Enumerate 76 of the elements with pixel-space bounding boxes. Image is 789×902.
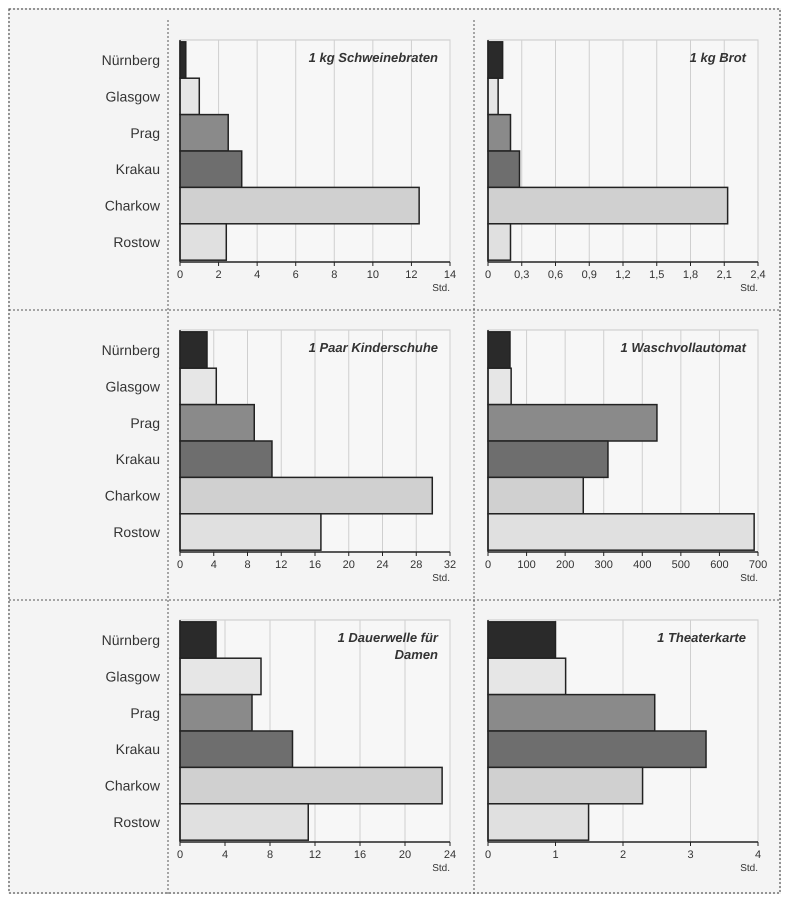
x-tick-label: 8 [266, 849, 274, 861]
x-tick-label: 400 [633, 559, 652, 571]
y-tick-label: Krakau [116, 451, 160, 468]
x-tick-label: 12 [405, 269, 418, 281]
x-tick-label: 8 [331, 269, 338, 281]
x-tick-label: 0 [484, 269, 492, 281]
x-tick-label: 20 [398, 849, 412, 861]
y-tick-label: Prag [130, 414, 160, 431]
x-tick-label: 0 [484, 849, 492, 861]
x-tick-label: 4 [254, 269, 260, 281]
x-axis-title: Std. [740, 573, 758, 584]
text: 1 Waschvollautomat [620, 340, 747, 355]
x-axis-title: Std. [740, 863, 758, 874]
x-tick-label: 24 [376, 559, 389, 571]
x-tick-label: 0,3 [514, 269, 530, 281]
x-tick-label: 0,6 [548, 269, 564, 281]
x-tick-label: 600 [710, 559, 729, 571]
y-tick-label: Charkow [104, 198, 161, 214]
x-tick-label: 16 [308, 559, 322, 571]
text: 1 Theaterkarte [657, 630, 746, 645]
x-tick-label: 12 [308, 849, 322, 861]
x-tick-label: 500 [672, 559, 690, 571]
y-tick-label: Krakau [116, 161, 160, 178]
y-tick-label: Glasgow [106, 88, 161, 104]
x-tick-label: 0,9 [582, 269, 597, 281]
x-tick-label: 1,2 [615, 269, 631, 281]
text: 1 kg Schweinebraten [308, 50, 438, 65]
x-tick-label: 4 [210, 559, 217, 571]
y-tick-label: Prag [130, 704, 160, 721]
y-tick-label: Glasgow [106, 668, 161, 684]
x-tick-label: 700 [748, 559, 768, 571]
x-tick-label: 1 [552, 849, 559, 861]
x-tick-label: 20 [342, 559, 355, 571]
x-tick-label: 1,5 [649, 269, 664, 281]
y-tick-label: Rostow [113, 234, 161, 250]
x-tick-label: 0 [484, 559, 492, 571]
x-tick-label: 10 [366, 269, 379, 281]
x-tick-label: 28 [410, 559, 422, 571]
x-tick-label: 24 [444, 849, 456, 861]
y-tick-label: Nürnberg [102, 342, 160, 358]
y-tick-label: Charkow [104, 488, 161, 504]
y-tick-label: Rostow [113, 524, 161, 540]
x-tick-label: 300 [594, 559, 613, 571]
y-tick-label: Rostow [113, 814, 161, 830]
y-tick-label: Nürnberg [102, 52, 160, 68]
x-tick-label: 2,4 [750, 269, 766, 281]
x-tick-label: 200 [556, 559, 574, 571]
x-tick-label: 2 [620, 849, 626, 861]
x-tick-label: 1,8 [682, 269, 698, 281]
x-axis-title: Std. [740, 283, 758, 294]
x-tick-label: 6 [292, 269, 299, 281]
y-tick-label: Krakau [116, 741, 160, 758]
x-tick-label: 32 [444, 559, 456, 571]
x-tick-label: 0 [176, 559, 184, 571]
text: 1 Dauerwelle für Damen [338, 630, 439, 662]
x-axis-title: Std. [432, 863, 450, 874]
x-tick-label: 100 [517, 559, 536, 571]
x-tick-label: 2,1 [716, 269, 732, 281]
text: 1 Paar Kinderschuhe [308, 340, 438, 355]
x-tick-label: 0 [176, 269, 184, 281]
x-tick-label: 12 [275, 559, 288, 571]
x-tick-label: 0 [176, 849, 184, 861]
x-tick-label: 8 [244, 559, 251, 571]
y-tick-label: Nürnberg [102, 632, 160, 648]
x-tick-label: 3 [687, 849, 694, 861]
x-tick-label: 14 [444, 269, 456, 281]
y-tick-label: Prag [130, 124, 160, 141]
y-tick-label: Charkow [104, 778, 161, 794]
x-axis-title: Std. [432, 283, 450, 294]
text: 1 kg Brot [690, 50, 747, 65]
x-tick-label: 2 [216, 269, 222, 281]
x-tick-label: 16 [354, 849, 366, 861]
y-tick-label: Glasgow [106, 378, 161, 394]
x-axis-title: Std. [432, 573, 450, 584]
x-tick-label: 4 [222, 849, 228, 861]
x-tick-label: 4 [754, 849, 762, 861]
